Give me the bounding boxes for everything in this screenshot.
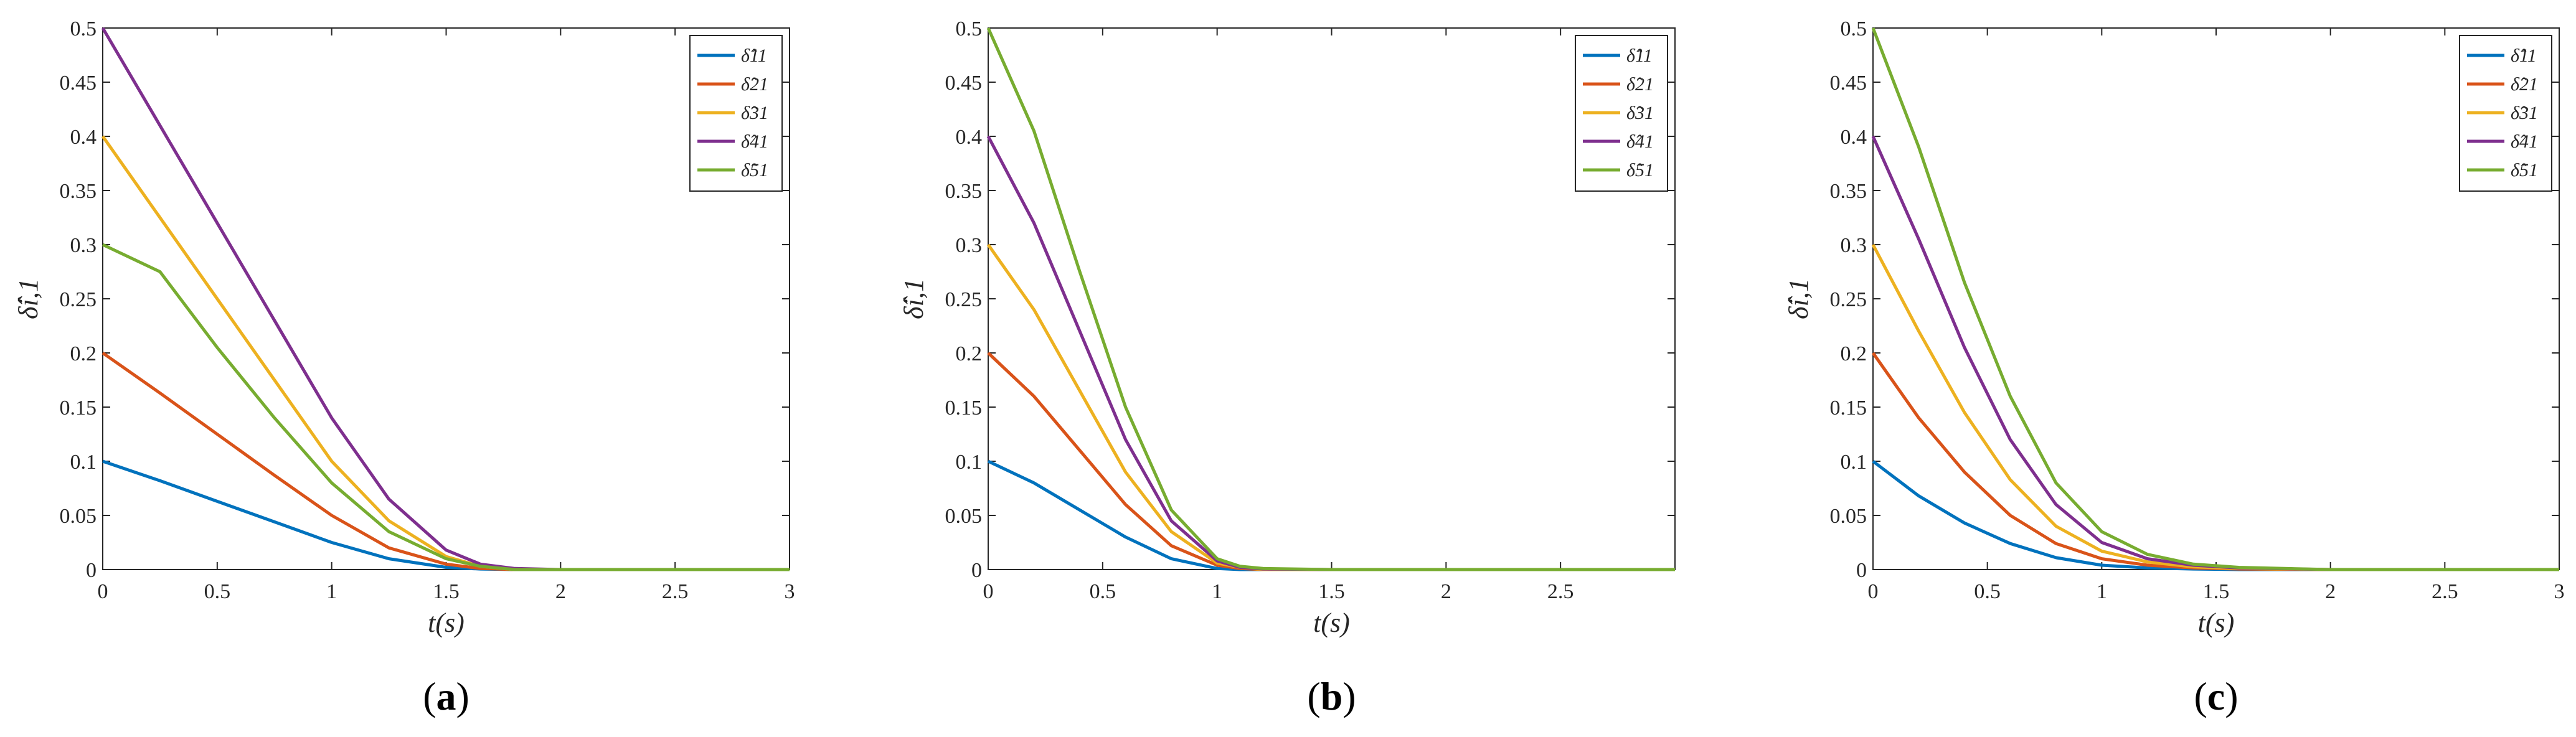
y-tick-label: 0.45 xyxy=(1830,72,1867,95)
y-tick-label: 0.1 xyxy=(1841,451,1867,474)
y-tick-label: 0.45 xyxy=(945,72,983,95)
legend: δ̂11 δ̂21 δ̂31 δ̂41 δ̂51 xyxy=(2459,35,2552,192)
y-tick-label: 0 xyxy=(971,559,982,582)
legend-entry-51: δ̂51 xyxy=(741,160,768,181)
y-tick-label: 0.25 xyxy=(1830,288,1867,311)
plot-area xyxy=(988,27,1676,570)
legend-entry-21: δ̂21 xyxy=(1626,74,1654,95)
legend-entry-11: δ̂11 xyxy=(741,45,767,66)
panel-caption-letter: c xyxy=(2207,674,2225,718)
x-tick-label: 3 xyxy=(2554,580,2565,603)
y-tick-label: 0.5 xyxy=(956,17,983,40)
x-tick-label: 3 xyxy=(785,580,795,603)
y-tick-label: 0.1 xyxy=(70,451,97,474)
legend-entry-51: δ̂51 xyxy=(1626,160,1654,181)
y-tick-label: 0.3 xyxy=(70,234,97,257)
y-tick-label: 0.05 xyxy=(60,505,97,528)
plot-area xyxy=(1872,27,2560,570)
y-tick-label: 0.5 xyxy=(1841,17,1867,40)
series-line-51 xyxy=(1871,27,2559,571)
legend-entry-41: δ̂41 xyxy=(2511,131,2538,152)
x-tick-label: 1.5 xyxy=(1318,580,1345,603)
y-tick-label: 0 xyxy=(86,559,97,582)
y-tick-label: 0.5 xyxy=(70,17,97,40)
x-tick-label: 2.5 xyxy=(662,580,689,603)
y-tick-label: 0 xyxy=(1856,559,1867,582)
y-tick-label: 0.35 xyxy=(60,180,97,203)
x-axis-label: t(s) xyxy=(1313,608,1350,638)
legend-entry-31: δ̂31 xyxy=(2511,103,2538,123)
legend-entry-31: δ̂31 xyxy=(1626,103,1654,123)
x-tick-label: 2 xyxy=(555,580,566,603)
panel-caption: (b) xyxy=(1307,674,1356,718)
chart-panel-c: 0 0.5 1 1.5 2 2.5 3 0 0.05 0.1 0.15 0.2 0.25 0.3 0.35 0… xyxy=(1783,17,2565,718)
plot-area xyxy=(102,27,790,570)
y-tick-label: 0.2 xyxy=(956,342,983,365)
y-tick-label: 0.1 xyxy=(956,451,983,474)
y-tick-label: 0.15 xyxy=(1830,397,1867,420)
x-tick-label: 1 xyxy=(326,580,337,603)
legend-entry-41: δ̂41 xyxy=(1626,131,1654,152)
legend-box xyxy=(689,35,783,192)
x-tick-label: 1.5 xyxy=(2203,580,2230,603)
series-line-51 xyxy=(986,27,1675,571)
chart-panel-b: 0 0.5 1 1.5 2 2.5 0 0.05 0.1 0.15 0.2 0.25 0.3 0.35 0.… xyxy=(899,17,1676,718)
y-tick-label: 0.45 xyxy=(60,72,97,95)
y-tick-label: 0.4 xyxy=(956,126,983,149)
x-tick-label: 2 xyxy=(2325,580,2336,603)
y-axis-label: δ̂i,1 xyxy=(1783,278,1814,319)
y-tick-label: 0.3 xyxy=(956,234,983,257)
y-tick-label: 0.25 xyxy=(60,288,97,311)
legend-entry-11: δ̂11 xyxy=(2511,45,2537,66)
x-axis-label: t(s) xyxy=(428,608,465,638)
legend: δ̂11 δ̂21 δ̂31 δ̂41 δ̂51 xyxy=(689,35,783,192)
y-tick-label: 0.2 xyxy=(1841,342,1867,365)
panel-caption: (c) xyxy=(2194,674,2238,718)
x-axis-label: t(s) xyxy=(2198,608,2235,638)
x-tick-label: 2.5 xyxy=(2432,580,2458,603)
x-tick-label: 1 xyxy=(2097,580,2107,603)
x-tick-label: 2 xyxy=(1441,580,1451,603)
y-tick-label: 0.05 xyxy=(945,505,983,528)
y-tick-label: 0.15 xyxy=(60,397,97,420)
legend-entry-41: δ̂41 xyxy=(741,131,768,152)
y-tick-label: 0.15 xyxy=(945,397,983,420)
x-tick-label: 0.5 xyxy=(1974,580,2001,603)
panel-caption-letter: b xyxy=(1321,674,1343,718)
y-tick-label: 0.2 xyxy=(70,342,97,365)
x-tick-label: 0 xyxy=(983,580,994,603)
legend-entry-31: δ̂31 xyxy=(741,103,768,123)
x-tick-label: 1.5 xyxy=(433,580,460,603)
chart-panel-a: 0 0.5 1 1.5 2 2.5 3 0 0.05 0.1 0.15 0.2 0.25 0.3 0.35 0… xyxy=(13,17,795,718)
y-tick-label: 0.35 xyxy=(1830,180,1867,203)
y-tick-label: 0.25 xyxy=(945,288,983,311)
legend-entry-21: δ̂21 xyxy=(2511,74,2538,95)
x-tick-label: 2.5 xyxy=(1547,580,1574,603)
series-line-51 xyxy=(101,243,790,571)
legend-entry-51: δ̂51 xyxy=(2511,160,2538,181)
y-tick-label: 0.3 xyxy=(1841,234,1867,257)
y-tick-label: 0.4 xyxy=(1841,126,1867,149)
x-tick-label: 0.5 xyxy=(204,580,231,603)
x-tick-label: 0 xyxy=(98,580,108,603)
panel-caption-letter: a xyxy=(436,674,456,718)
y-tick-label: 0.35 xyxy=(945,180,983,203)
y-axis-label: δ̂i,1 xyxy=(13,278,44,319)
y-tick-label: 0.4 xyxy=(70,126,97,149)
x-tick-label: 1 xyxy=(1212,580,1222,603)
legend-entry-11: δ̂11 xyxy=(1626,45,1653,66)
x-tick-label: 0 xyxy=(1868,580,1879,603)
y-tick-label: 0.05 xyxy=(1830,505,1867,528)
x-tick-label: 0.5 xyxy=(1090,580,1116,603)
legend-entry-21: δ̂21 xyxy=(741,74,768,95)
legend: δ̂11 δ̂21 δ̂31 δ̂41 δ̂51 xyxy=(1575,35,1668,192)
panel-caption: (a) xyxy=(423,674,469,718)
y-axis-label: δ̂i,1 xyxy=(899,278,929,319)
